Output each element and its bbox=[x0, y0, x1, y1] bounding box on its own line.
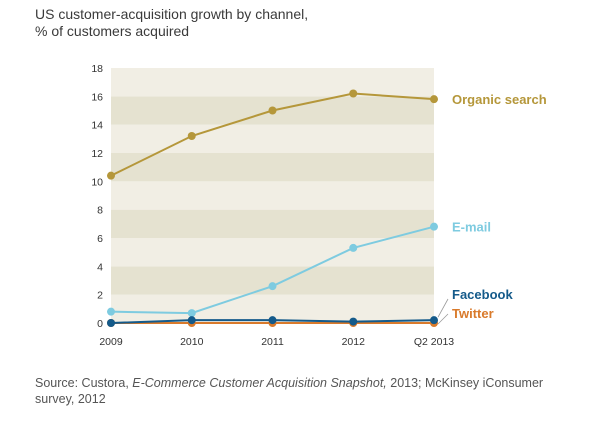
data-point bbox=[268, 106, 277, 115]
y-tick-label: 8 bbox=[97, 205, 103, 217]
y-tick-label: 0 bbox=[97, 318, 103, 330]
y-tick-label: 4 bbox=[97, 261, 103, 273]
data-point bbox=[349, 243, 358, 252]
grid-band bbox=[111, 124, 434, 153]
data-point bbox=[268, 282, 277, 291]
data-point bbox=[107, 171, 115, 180]
data-point bbox=[107, 319, 115, 327]
y-tick-label: 2 bbox=[97, 290, 103, 302]
x-tick-label: 2010 bbox=[180, 336, 204, 348]
series-label: Facebook bbox=[452, 287, 513, 302]
data-point bbox=[349, 317, 358, 326]
series-label: Organic search bbox=[452, 92, 547, 107]
series-label: Twitter bbox=[452, 306, 494, 321]
series-label: E-mail bbox=[452, 220, 491, 235]
data-point bbox=[187, 309, 196, 318]
y-tick-label: 12 bbox=[91, 148, 103, 160]
grid-band bbox=[111, 68, 434, 97]
x-tick-label: 2011 bbox=[261, 336, 284, 348]
chart-title-line-2: % of customers acquired bbox=[35, 23, 190, 39]
chart-title-line-1: US customer-acquisition growth by channe… bbox=[35, 6, 309, 22]
x-tick-label: 2012 bbox=[342, 336, 366, 348]
data-point bbox=[107, 307, 115, 316]
data-point bbox=[187, 316, 196, 325]
leader-line bbox=[437, 298, 449, 318]
grid-band bbox=[111, 266, 434, 295]
y-tick-label: 6 bbox=[97, 233, 103, 245]
data-point bbox=[187, 132, 196, 140]
source-note: Source: Custora, E-Commerce Customer Acq… bbox=[35, 375, 580, 407]
chart-title: US customer-acquisition growth by channe… bbox=[35, 6, 308, 40]
data-point bbox=[430, 95, 438, 104]
data-point bbox=[430, 222, 438, 231]
grid-band bbox=[111, 209, 434, 238]
data-point bbox=[430, 316, 438, 325]
source-prefix: Source: Custora, bbox=[35, 376, 133, 390]
data-point bbox=[268, 316, 277, 325]
x-tick-label: 2009 bbox=[99, 336, 123, 348]
data-point bbox=[349, 89, 358, 98]
grid-band bbox=[111, 153, 434, 182]
y-tick-label: 18 bbox=[91, 63, 103, 75]
source-publication: E-Commerce Customer Acquisition Snapshot… bbox=[132, 376, 387, 390]
grid-band bbox=[111, 181, 434, 210]
leader-line bbox=[437, 313, 449, 325]
y-tick-label: 16 bbox=[91, 91, 103, 103]
source-suffix: 2013; McKinsey iConsumer survey, 2012 bbox=[35, 376, 544, 406]
y-tick-label: 10 bbox=[91, 176, 103, 188]
grid-band bbox=[111, 238, 434, 267]
x-tick-label: Q2 2013 bbox=[414, 336, 454, 348]
y-tick-label: 14 bbox=[91, 120, 103, 132]
